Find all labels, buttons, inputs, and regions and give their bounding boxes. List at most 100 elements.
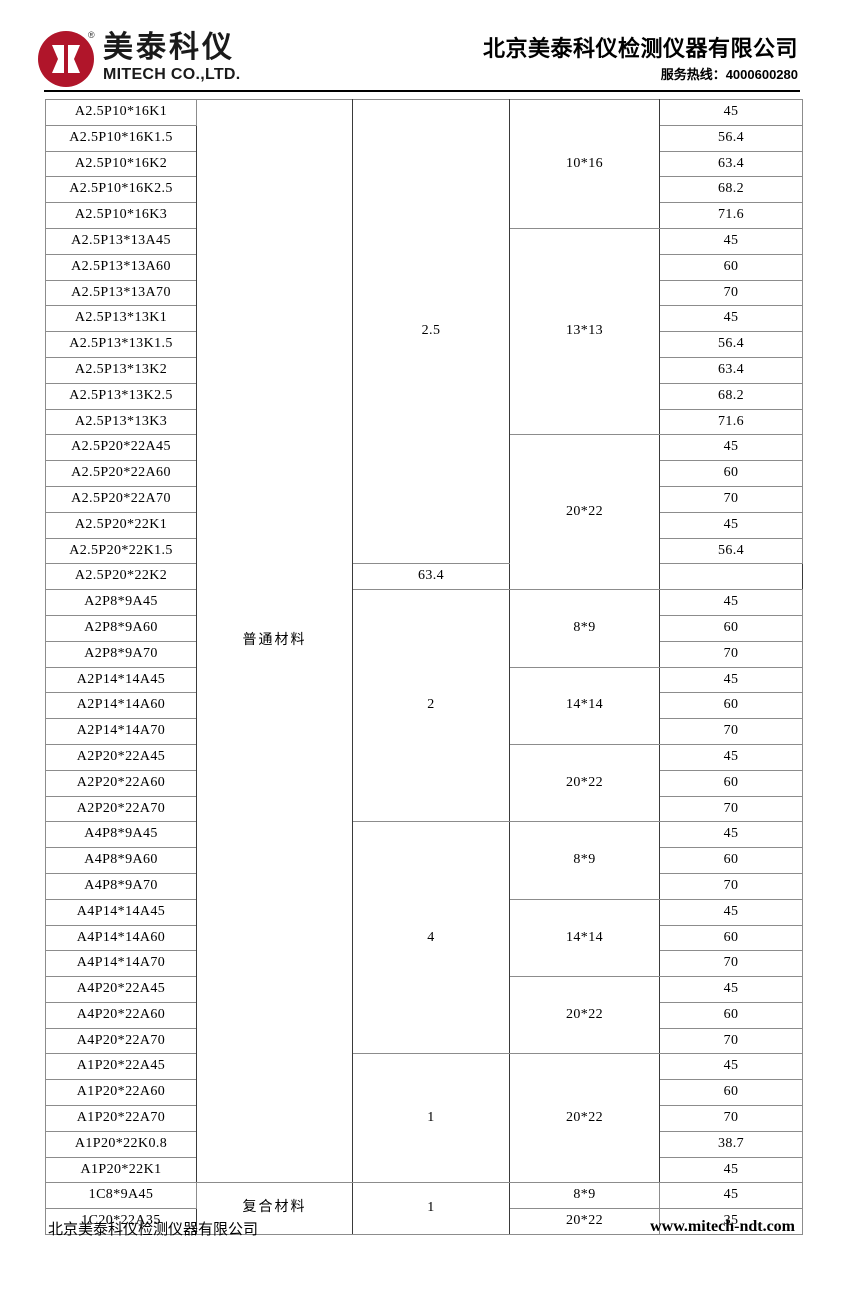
cell-angle: 45 [659,1182,803,1210]
cell-material: 复合材料 [196,1182,353,1236]
cell-angle: 45 [659,1053,803,1081]
cell-angle: 63.4 [352,563,510,591]
cell-angle: 45 [659,666,803,694]
cell-model: A2P8*9A60 [45,614,197,642]
table-row: A4P14*14A45 14*14 45 [45,898,803,978]
cell-angle: 70 [659,1105,803,1132]
cell-angle: 68.2 [659,382,803,410]
cell-crystal-size: 20*22 [509,976,660,1055]
cell-angle: 60 [659,769,803,797]
cell-angle: 60 [659,847,803,874]
cell-model: A2P14*14A60 [45,692,197,720]
cell-model: A4P20*22A70 [45,1027,197,1055]
cell-angle: 45 [659,1156,803,1184]
mitech-logo-icon: ® [38,30,95,87]
cell-model: A2P14*14A70 [45,718,197,745]
cell-angle: 63.4 [659,150,803,178]
cell-model: A4P8*9A45 [45,821,197,849]
cell-model: A4P14*14A45 [45,898,197,926]
table-row: A2.5P10*16K1 普通材料 2.5 10*16 45 [45,98,803,1184]
footer-website: www.mitech-ndt.com [650,1218,795,1235]
table-row: A2P20*22A45 20*22 45 [45,743,803,823]
table-row: A2P20*22A70 70 [45,795,803,823]
cell-model: 1C8*9A45 [45,1182,197,1210]
cell-angle: 56.4 [659,537,803,565]
cell-model: A2P20*22A70 [45,795,197,823]
cell-model: A2.5P20*22A60 [45,460,197,487]
cell-model: A2.5P20*22A45 [45,434,197,462]
cell-model: A2.5P20*22K1 [45,511,197,539]
cell-angle: 60 [659,1001,803,1029]
table-row: A1P20*22A45 1 20*22 45 [45,1053,803,1184]
cell-crystal-size: 8*9 [509,821,660,900]
cell-frequency: 2.5 [352,98,510,565]
cell-model: A2.5P10*16K3 [45,202,197,229]
page-header: ® 美泰科仪 MITECH CO.,LTD. 北京美泰科仪检测仪器有限公司 服务… [0,0,850,92]
cell-model: A1P20*22A45 [45,1053,197,1081]
table-row: A2.5P20*22K1.5 56.4 [45,537,803,565]
cell-model: A2P14*14A45 [45,666,197,694]
cell-angle: 45 [659,821,803,849]
table-row: A2P20*22A60 60 [45,769,803,797]
logo-circle-shape [38,31,94,87]
logo-hourglass-icon [52,45,80,73]
cell-angle: 60 [659,924,803,952]
table-row: A2.5P13*13A60 60 [45,253,803,281]
cell-crystal-size: 20*22 [509,434,660,591]
table-row: A4P20*22A70 70 [45,1027,803,1055]
cell-angle: 56.4 [659,331,803,358]
cell-angle: 68.2 [659,176,803,204]
cell-crystal-size: 14*14 [509,666,660,745]
cell-model: A2.5P10*16K1 [45,99,197,126]
cell-angle: 70 [659,950,803,978]
cell-angle: 45 [659,743,803,771]
cell-angle: 45 [659,227,803,255]
cell-model: A1P20*22K0.8 [45,1130,197,1158]
cell-crystal-size: 20*22 [509,743,660,823]
cell-model: A2.5P13*13A60 [45,253,197,281]
cell-model: A2.5P20*22K1.5 [45,537,197,565]
cell-model: A4P8*9A70 [45,872,197,900]
table-row: A1P20*22A60 60 [45,1079,803,1107]
cell-angle: 60 [659,1079,803,1107]
cell-angle: 56.4 [659,124,803,152]
cell-material: 普通材料 [196,98,353,1184]
cell-angle: 45 [659,511,803,539]
table-row: A2P8*9A45 2 8*9 45 [45,589,803,823]
table-row: A1P20*22K1 45 [45,1156,803,1184]
cell-crystal-size: 13*13 [509,227,660,436]
cell-crystal-size: 8*9 [509,589,660,668]
cell-crystal-size: 14*14 [509,898,660,978]
registered-mark-icon: ® [88,30,95,40]
cell-model: A2.5P13*13A70 [45,279,197,307]
cell-angle: 70 [659,279,803,307]
table-row: A2.5P10*16K2.5 68.2 [45,176,803,204]
table-row: 1C20*22A35 20*22 35 [45,1208,803,1236]
table-row: 1C8*9A45 复合材料 1 8*9 45 [45,1182,803,1236]
cell-model: 1C20*22A35 [45,1208,197,1236]
cell-model: A2P8*9A45 [45,589,197,616]
brand-text: 美泰科仪 MITECH CO.,LTD. [103,31,241,84]
table-row: A2.5P10*16K3 71.6 [45,202,803,229]
cell-crystal-size: 20*22 [509,1053,660,1184]
brand-name-cn: 美泰科仪 [103,31,235,64]
cell-model: A1P20*22A70 [45,1105,197,1132]
company-name: 北京美泰科仪检测仪器有限公司 [482,36,798,61]
cell-angle: 60 [659,253,803,281]
cell-angle: 45 [659,305,803,333]
cell-angle: 60 [659,460,803,487]
footer-company-name: 北京美泰科仪检测仪器有限公司 [48,1221,259,1238]
table-row: A2.5P20*22A45 20*22 45 [45,434,803,591]
cell-model: A4P14*14A60 [45,924,197,952]
cell-model: A2.5P13*13K2 [45,356,197,384]
table-body: A2.5P10*16K1 普通材料 2.5 10*16 45 A2.5P10*16K1.5… [45,98,803,1236]
cell-model: A2.5P13*13A45 [45,227,197,255]
cell-angle: 70 [659,485,803,513]
cell-angle: 63.4 [659,356,803,384]
cell-model: A4P8*9A60 [45,847,197,874]
cell-frequency: 4 [352,821,510,1055]
brand-name-en: MITECH CO.,LTD. [103,66,241,83]
cell-angle: 60 [659,692,803,720]
cell-angle: 38.7 [659,1130,803,1158]
cell-crystal-size: 8*9 [509,1182,660,1210]
